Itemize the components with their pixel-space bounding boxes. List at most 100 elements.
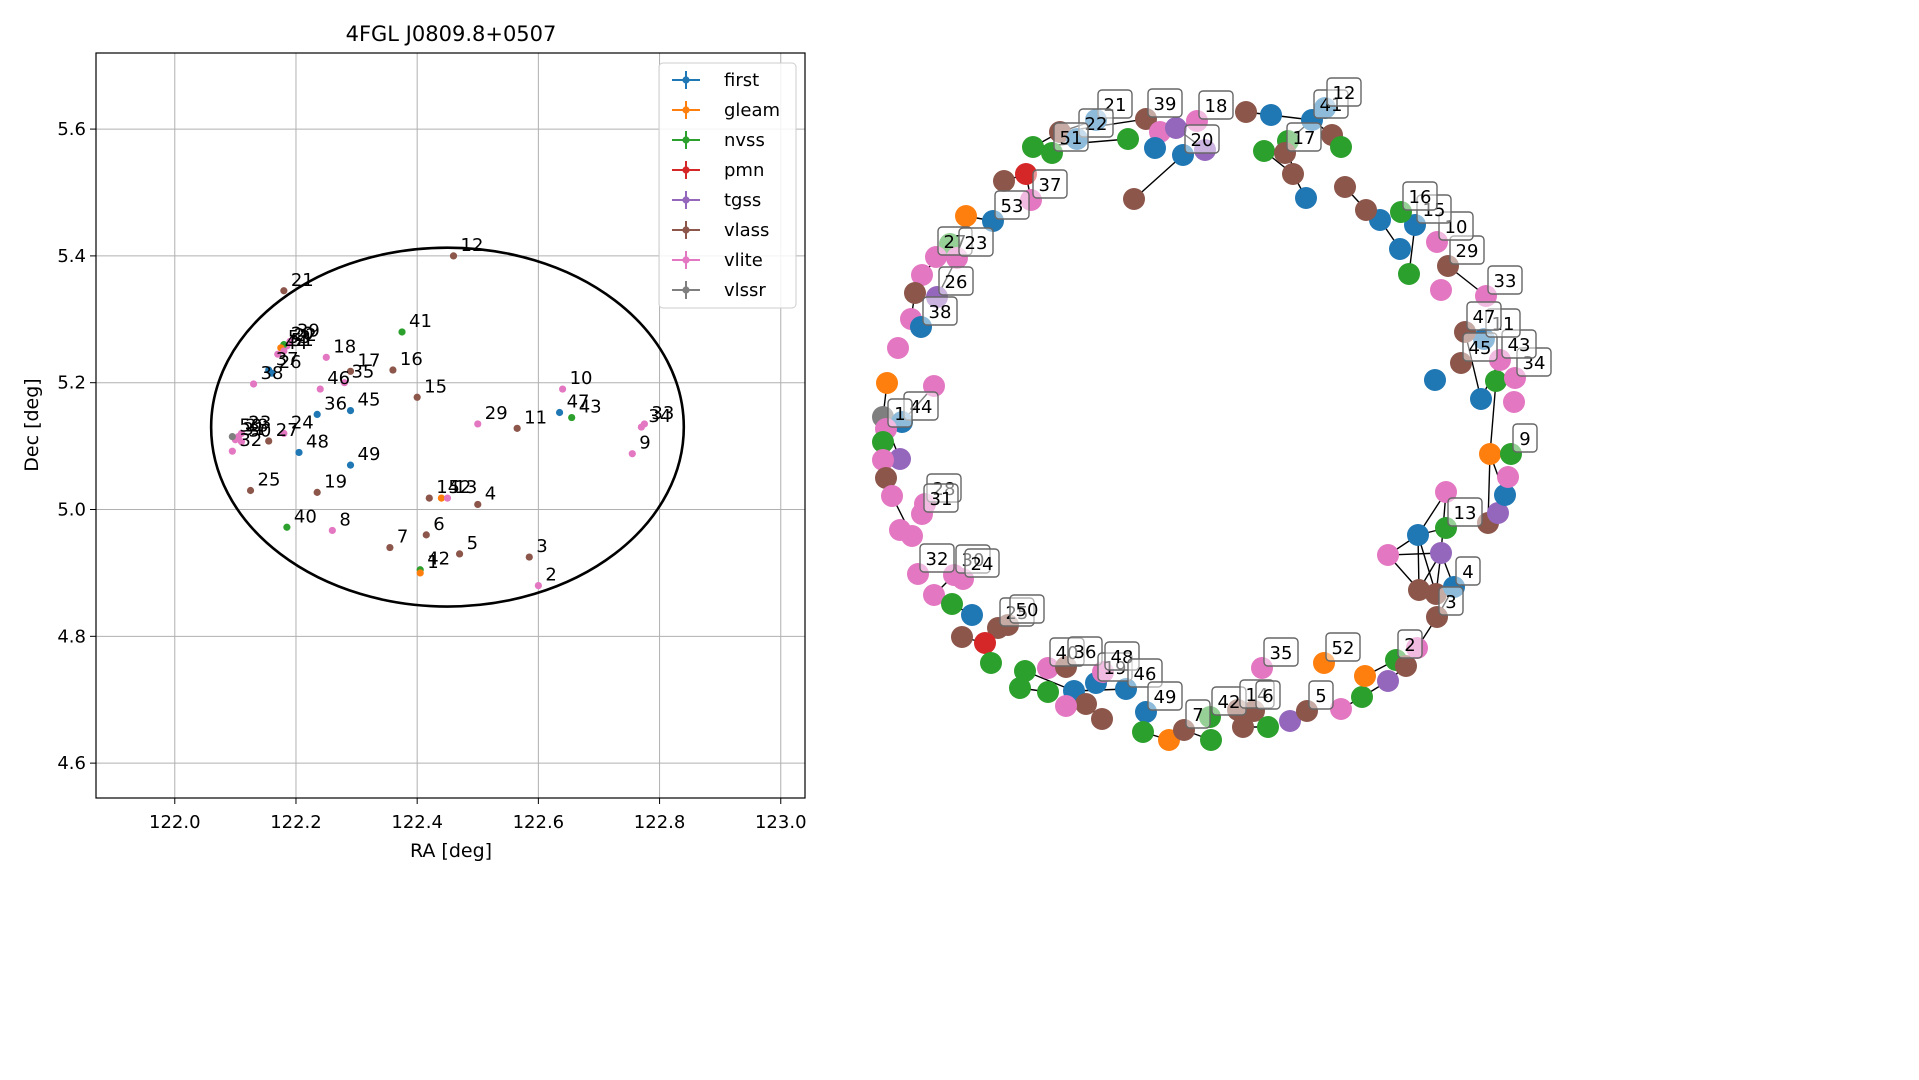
network-label-box [1147,681,1183,711]
network-node-nvss [1330,136,1352,158]
legend-label-first: first [724,70,759,91]
point-vlass [346,367,355,375]
point-label: 27 [276,420,299,441]
network-label-box [1184,124,1220,154]
points-layer [228,252,649,590]
network-label-box [1185,699,1211,729]
network-node-vlass [1232,716,1254,738]
network-node-vlass [1123,188,1145,210]
network-label-box [1127,658,1163,688]
point-label: 38 [261,363,284,384]
x-axis-label: RA [deg] [410,840,492,862]
network-node-vlass [875,467,897,489]
legend-marker-vlssr [682,286,690,294]
network-label: 32 [926,549,949,570]
network-label-box [1053,122,1089,152]
network-label-box [1308,680,1334,710]
network-node-tgss [1377,670,1399,692]
point-label: 31 [242,419,265,440]
point-label: 48 [306,431,329,452]
network-label: 35 [1270,643,1293,664]
legend-label-vlite: vlite [724,250,763,271]
point-label: 20 [291,324,314,345]
x-tick-labels: 122.0 122.2 122.4 122.6 122.8 123.0 [149,798,807,833]
network-node-first [1389,238,1411,260]
point-vlite [328,526,336,535]
legend-label-vlssr: vlssr [724,280,766,301]
point-label: 9 [639,433,650,454]
network-label: 36 [1074,642,1097,663]
point-vlass [525,553,533,561]
network-label: 24 [971,554,994,575]
point-label: 18 [333,336,356,357]
point-vlite [443,494,452,502]
point-label: 30 [248,421,271,442]
network-label: 31 [930,489,953,510]
point-label: 10 [570,368,593,389]
point-vlass [455,550,464,558]
point-vlass [280,287,288,295]
point-first [346,407,355,415]
network-node-nvss [1132,721,1154,743]
point-vlite [628,450,636,458]
network-node-nvss [1014,660,1036,682]
network-label: 47 [1473,307,1496,328]
network-node-vlass [993,170,1015,192]
network-node-nvss [1022,136,1044,158]
network-label-box [1325,632,1361,662]
network-label: 45 [1469,338,1492,359]
point-nvss [283,523,291,531]
point-label: 7 [397,527,408,548]
legend: first gleam nvss pmn tgss vlass vlite vlssr [658,62,797,309]
point-vlite [340,379,349,387]
point-vlssr [228,432,236,441]
network-label: 26 [945,272,968,293]
network-label: 18 [1205,96,1228,117]
ellipse-layer [209,246,686,608]
network-label: 16 [1409,187,1432,208]
network-node-first [1424,369,1446,391]
network-node-vlite [1055,695,1077,717]
network-node-gleam [1354,665,1376,687]
point-vlass [246,486,255,495]
network-node-vlite [911,264,933,286]
network-node-vlass [1395,655,1417,677]
point-label: 13 [454,477,477,498]
legend-label-pmn: pmn [724,160,764,181]
y-tick-label: 5.6 [57,119,86,140]
network-label-box [1512,423,1538,453]
network-panel: 4112172122513918203753272326384412831323… [872,77,1552,751]
network-label: 37 [1039,175,1062,196]
point-vlass [474,500,482,509]
network-label: 4 [1462,562,1473,583]
point-nvss [398,328,406,336]
legend-box [658,62,797,309]
point-vlass [265,437,273,445]
network-node-vlass [1334,176,1356,198]
point-label: 51 [291,330,314,351]
network-label-box [1147,88,1183,118]
point-vlite [228,447,236,455]
network-node-vlite [1377,544,1399,566]
network-node-nvss [1485,370,1507,392]
network-labels: 4112172122513918203753272326384412831323… [887,77,1552,729]
network-node-tgss [1279,710,1301,732]
network-label-box [922,296,958,326]
network-node-vlite [1330,698,1352,720]
point-first [346,461,355,469]
point-label: 11 [524,407,547,428]
plot-frame [95,52,806,799]
network-label: 5 [1315,686,1326,707]
network-label-box [1255,680,1281,710]
network-label: 43 [1508,335,1531,356]
point-label: 19 [324,471,347,492]
point-label: 47 [567,392,590,413]
point-vlass [386,543,394,552]
legend-label-vlass: vlass [724,220,769,241]
network-node-vlite [881,485,903,507]
point-vlite [316,385,324,393]
network-label: 1 [894,404,905,425]
network-node-vlass [904,282,926,304]
point-vlite [474,420,482,428]
legend-label-nvss: nvss [724,130,765,151]
